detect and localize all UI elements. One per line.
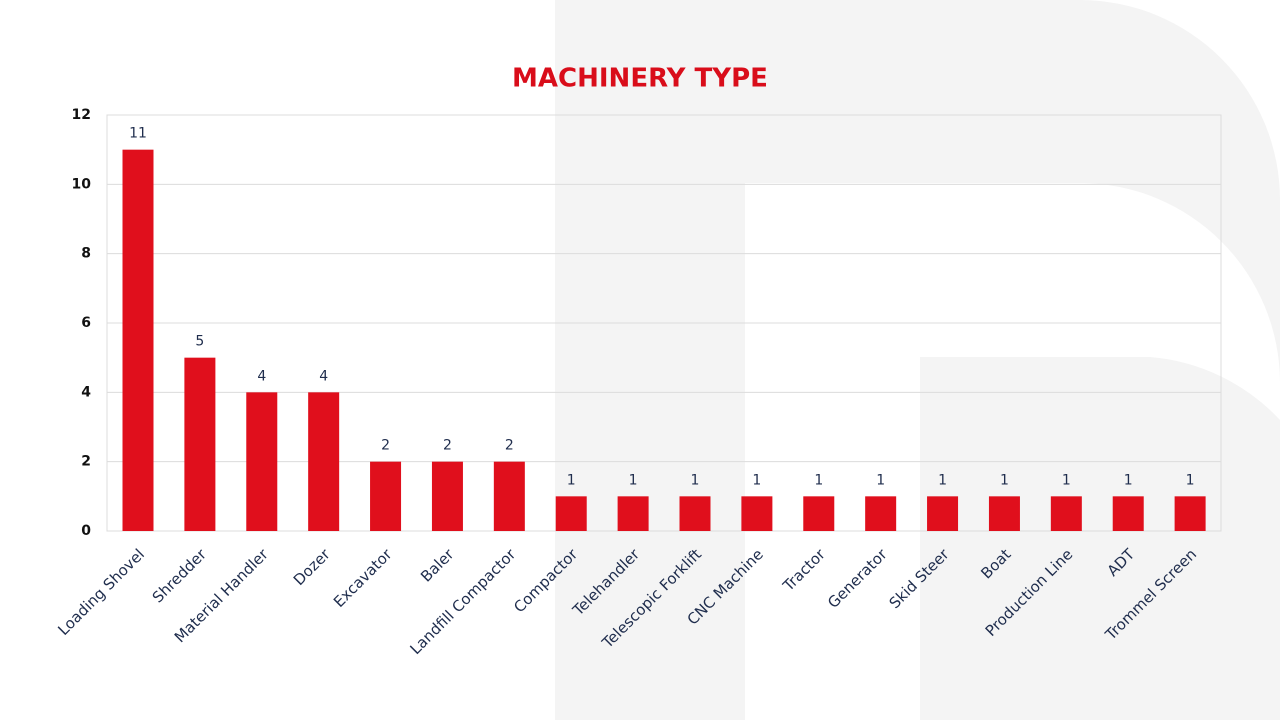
bar xyxy=(617,496,649,531)
value-label: 2 xyxy=(443,438,452,454)
value-label: 1 xyxy=(752,472,761,488)
value-label: 1 xyxy=(1000,472,1009,488)
value-label: 2 xyxy=(381,438,390,454)
y-tick-label: 8 xyxy=(81,246,91,262)
bar xyxy=(1112,496,1144,531)
bar xyxy=(431,461,463,531)
bar xyxy=(370,461,402,531)
x-tick-label: Dozer xyxy=(290,545,334,589)
y-tick-label: 6 xyxy=(81,315,91,331)
bar xyxy=(803,496,835,531)
value-label: 4 xyxy=(319,368,328,384)
value-label: 1 xyxy=(1124,472,1133,488)
value-label: 1 xyxy=(1062,472,1071,488)
bar xyxy=(741,496,773,531)
bar xyxy=(865,496,897,531)
x-tick-label: Baler xyxy=(417,545,458,586)
value-label: 1 xyxy=(567,472,576,488)
y-tick-label: 2 xyxy=(81,454,91,470)
value-label: 1 xyxy=(1186,472,1195,488)
y-tick-label: 4 xyxy=(81,384,91,400)
bar xyxy=(927,496,959,531)
x-tick-label: Loading Shovel xyxy=(54,545,148,639)
value-label: 4 xyxy=(257,368,266,384)
bar xyxy=(1174,496,1206,531)
value-label: 11 xyxy=(129,126,147,142)
value-label: 1 xyxy=(876,472,885,488)
bar xyxy=(988,496,1020,531)
bar xyxy=(1050,496,1082,531)
y-tick-label: 0 xyxy=(81,523,91,539)
bar xyxy=(308,392,340,531)
x-tick-label: Landfill Compactor xyxy=(407,545,520,658)
chart-title: MACHINERY TYPE xyxy=(512,64,768,94)
x-tick-label: Shredder xyxy=(149,545,211,607)
value-label: 1 xyxy=(814,472,823,488)
value-label: 1 xyxy=(629,472,638,488)
background-decoration xyxy=(555,0,1280,720)
value-label: 1 xyxy=(691,472,700,488)
bar xyxy=(184,357,216,531)
bar xyxy=(555,496,587,531)
bar xyxy=(493,461,525,531)
x-tick-label: Excavator xyxy=(330,545,396,611)
bar xyxy=(122,149,154,531)
bar xyxy=(246,392,278,531)
bar xyxy=(679,496,711,531)
y-tick-label: 10 xyxy=(72,176,92,192)
value-label: 2 xyxy=(505,438,514,454)
value-label: 5 xyxy=(195,334,204,350)
y-tick-label: 12 xyxy=(72,107,91,123)
value-label: 1 xyxy=(938,472,947,488)
